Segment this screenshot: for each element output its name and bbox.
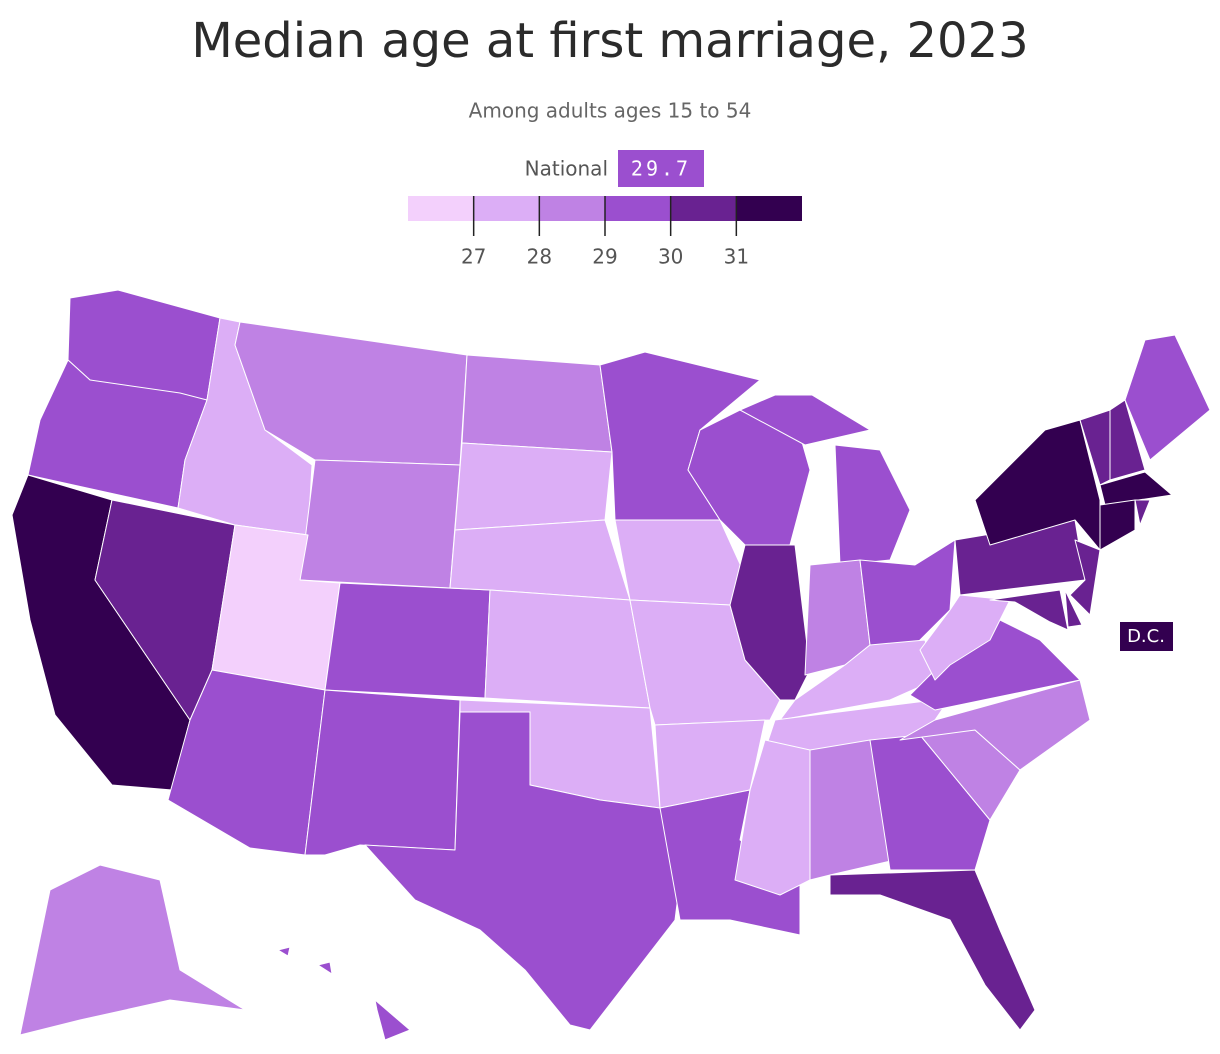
state [729,544,811,701]
state [277,946,411,1041]
state [19,864,246,1036]
state [299,459,461,589]
state [304,689,461,856]
state [324,582,491,699]
national-box [618,150,704,187]
state [1064,589,1083,628]
legend-tick-label: 28 [527,245,552,269]
national-label: National [525,157,608,181]
national-value: 29.7 [631,157,691,181]
state [919,594,1011,681]
state [1099,471,1173,506]
states [11,289,1211,1041]
state [829,869,1036,1031]
state [1134,499,1151,526]
subtitle: Among adults ages 15 to 54 [469,99,752,123]
legend-tick-label: 27 [461,245,486,269]
legend-swatch [736,196,802,221]
dc-box [1120,622,1173,651]
legend-swatch [408,196,474,221]
state [1099,499,1136,551]
legend-tick-label: 31 [724,245,749,269]
state [989,589,1069,631]
state [1124,334,1211,461]
state [454,442,613,531]
legend: 27 28 29 30 31 29.7 [408,150,802,269]
state [449,519,631,601]
legend-swatch [605,196,671,221]
legend-swatch [473,196,540,221]
state [899,679,1091,771]
state [1069,539,1101,616]
legend-tick-label: 30 [658,245,683,269]
legend-swatch [670,196,737,221]
state [974,419,1101,551]
legend-swatch [539,196,605,221]
state [364,711,681,1031]
chart-title: Median age at first marriage, 2023 [191,13,1028,69]
legend-tick-label: 29 [592,245,617,269]
state [614,519,746,606]
state [484,589,651,709]
state [461,354,613,453]
dc-label: D.C. [1127,626,1165,647]
state [809,739,896,881]
state [1109,399,1146,481]
state [739,394,911,566]
